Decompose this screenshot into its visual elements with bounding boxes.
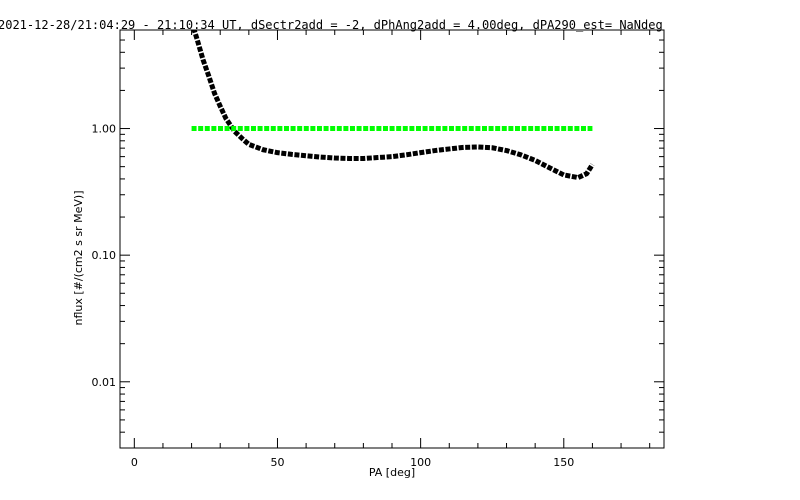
x-tick-label: 100 [410,456,431,469]
y-tick-label: 1.00 [92,123,117,136]
x-axis-label: PA [deg] [369,466,415,479]
x-tick-label: 150 [553,456,574,469]
series-1-line [191,30,595,181]
plot-frame [119,29,665,449]
y-tick-label: 0.01 [92,376,117,389]
x-tick-label: 50 [270,456,284,469]
x-tick-label: 0 [131,456,138,469]
chart-title: 2021-12-28/21:04:29 - 21:10:34 UT, dSect… [0,18,663,32]
y-axis-label: nflux [#/(cm2 s sr MeV)] [72,191,85,326]
series-layer [191,30,595,181]
ticks-layer: 0 50 100 150 0.01 0.10 1.00 [92,29,664,469]
y-tick-label: 0.10 [92,249,117,262]
